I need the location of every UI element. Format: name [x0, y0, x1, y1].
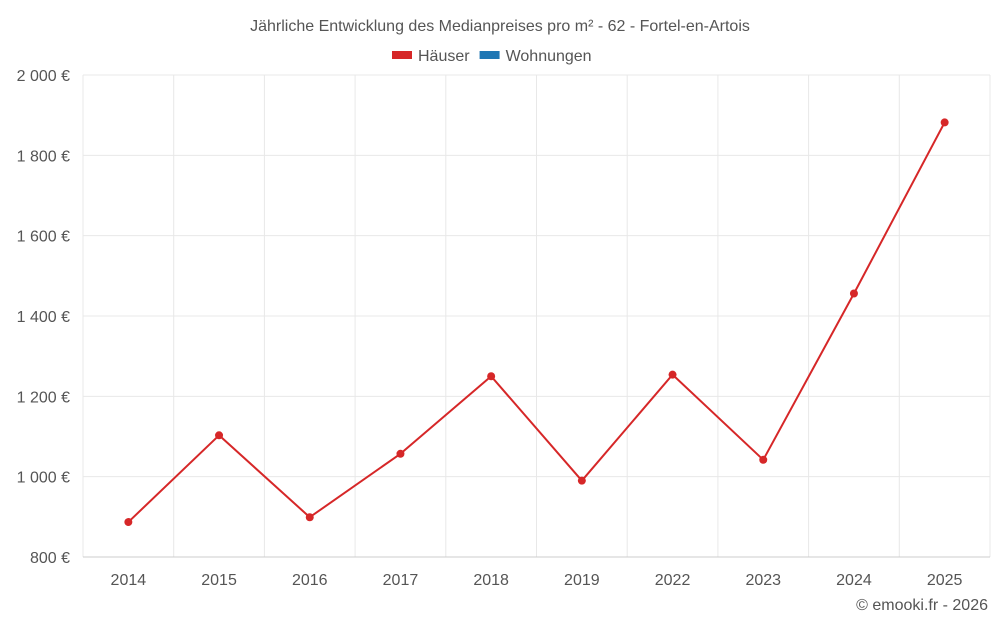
x-tick-label: 2014: [111, 572, 147, 589]
data-point[interactable]: [396, 449, 405, 458]
y-tick-label: 2 000 €: [17, 68, 70, 85]
data-point[interactable]: [487, 372, 496, 381]
legend-label: Wohnungen: [506, 48, 592, 65]
y-tick-label: 1 600 €: [17, 229, 70, 246]
data-point[interactable]: [759, 455, 768, 464]
chart-title: Jährliche Entwicklung des Medianpreises …: [250, 18, 750, 35]
data-point[interactable]: [849, 289, 858, 298]
credit-text: © emooki.fr - 2026: [856, 597, 988, 614]
data-point[interactable]: [215, 431, 224, 440]
y-tick-label: 1 400 €: [17, 309, 70, 326]
legend-swatch: [479, 51, 500, 59]
x-tick-label: 2018: [473, 572, 509, 589]
x-tick-label: 2016: [292, 572, 328, 589]
x-tick-label: 2025: [927, 572, 963, 589]
legend-label: Häuser: [418, 48, 470, 65]
legend-swatch: [392, 51, 412, 59]
grid: [82, 74, 991, 558]
y-tick-label: 800 €: [30, 550, 70, 567]
x-tick-label: 2022: [655, 572, 691, 589]
legend-item[interactable]: Wohnungen: [479, 48, 592, 65]
y-axis: 800 € 1 000 € 1 200 € 1 400 € 1 600 € 1 800 €…: [17, 68, 70, 567]
series-line: [127, 121, 946, 523]
data-point[interactable]: [305, 513, 314, 522]
x-tick-label: 2015: [201, 572, 237, 589]
y-tick-label: 1 800 €: [17, 148, 70, 165]
x-axis: 2014 2015 2016 2017 2018 2019 2022 2023 2024 2025: [111, 572, 963, 589]
x-tick-label: 2019: [564, 572, 600, 589]
y-tick-label: 1 000 €: [17, 470, 70, 487]
data-point[interactable]: [940, 118, 949, 127]
legend[interactable]: Häuser Wohnungen: [392, 48, 592, 65]
legend-item[interactable]: Häuser: [392, 48, 470, 65]
series-layer: [124, 118, 949, 527]
data-point[interactable]: [668, 370, 677, 379]
data-point[interactable]: [577, 476, 586, 485]
x-tick-label: 2024: [836, 572, 872, 589]
x-tick-label: 2017: [383, 572, 419, 589]
x-tick-label: 2023: [745, 572, 781, 589]
y-tick-label: 1 200 €: [17, 389, 70, 406]
data-point[interactable]: [124, 518, 133, 527]
